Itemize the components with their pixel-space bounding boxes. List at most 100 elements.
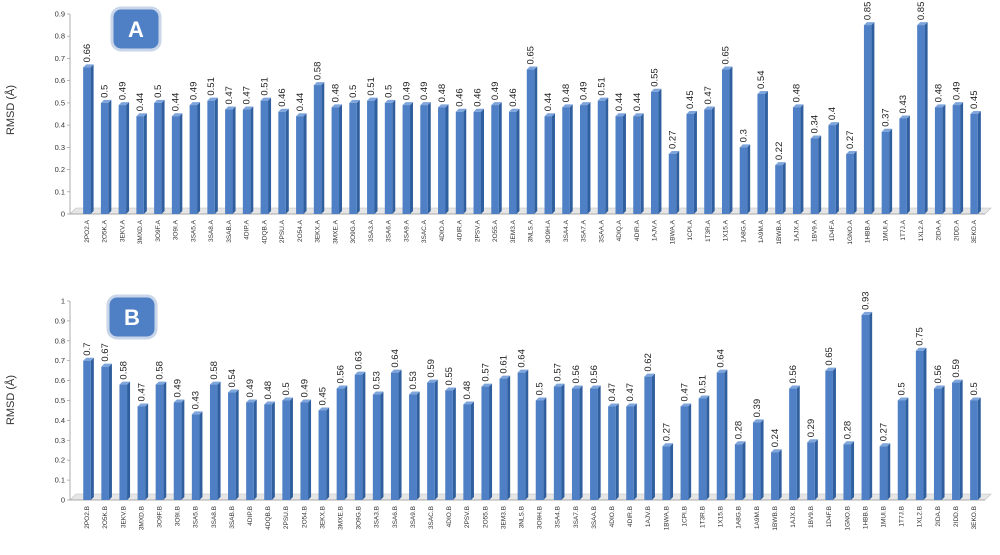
bar-side	[145, 403, 149, 500]
data-label: 0.4	[827, 107, 838, 120]
bar-top	[933, 385, 945, 389]
x-tick-label: 2PSU.B	[283, 506, 290, 529]
bar-top	[680, 403, 692, 407]
x-tick-label: 1A8G.A	[740, 219, 747, 242]
bar-side	[729, 66, 733, 214]
bar-side	[356, 99, 360, 214]
data-label: 0.49	[245, 379, 256, 398]
bar-top	[189, 102, 201, 106]
bar	[775, 165, 783, 214]
bar-side	[835, 122, 839, 214]
bar-top	[336, 385, 348, 389]
data-label: 0.62	[643, 353, 654, 372]
data-label: 0.46	[277, 88, 288, 107]
panel-badge: A	[110, 6, 162, 52]
x-tick-label: 3SAA.B	[591, 506, 598, 529]
x-tick-label: 4DIP.B	[247, 506, 254, 526]
y-tick-label: 0.4	[55, 416, 65, 425]
bar-side	[605, 97, 609, 214]
data-label: 0.48	[330, 84, 341, 103]
bar-top	[137, 403, 149, 407]
data-label: 0.49	[117, 82, 128, 101]
x-tick-label: 1T7J.B	[899, 506, 906, 527]
bar-top	[509, 108, 520, 112]
y-tick-label: 0.1	[55, 476, 65, 485]
x-tick-label: 3SAB.A	[226, 219, 233, 242]
bar	[716, 372, 725, 500]
bar-side	[253, 399, 257, 500]
bar-side	[289, 397, 293, 500]
bar-side	[339, 104, 343, 214]
bar-side	[250, 106, 254, 214]
bar	[136, 116, 144, 214]
bar-top	[917, 22, 928, 26]
x-tick-label: 3EM3.B	[500, 506, 507, 529]
bar-top	[580, 102, 591, 106]
y-axis-label: RMSD (Å)	[4, 375, 17, 425]
bar-top	[952, 102, 964, 106]
bar	[119, 384, 128, 500]
bar-top	[716, 369, 728, 373]
x-tick-label: 3SA7.B	[573, 506, 580, 528]
bar-side	[321, 82, 325, 214]
x-tick-label: 3O9H.B	[537, 506, 544, 529]
bar-top	[562, 104, 573, 108]
data-label: 0.53	[408, 371, 419, 390]
data-label: 0.47	[625, 383, 636, 402]
bar-side	[778, 449, 782, 500]
data-label: 0.55	[444, 367, 455, 386]
bar	[509, 111, 517, 214]
bar-side	[579, 385, 583, 500]
bar-side	[161, 99, 165, 214]
bar	[336, 388, 345, 500]
data-label: 0.63	[354, 351, 365, 370]
x-tick-label: 2PSV.A	[474, 219, 481, 242]
bar-top	[626, 403, 637, 407]
x-tick-label: 1BV9.A	[811, 219, 818, 242]
data-label: 0.48	[462, 381, 473, 400]
bar	[615, 116, 623, 214]
data-label: 0.44	[632, 93, 643, 112]
bar-top	[278, 108, 289, 112]
data-label: 0.49	[401, 82, 412, 101]
x-tick-label: 2PSV.B	[464, 506, 471, 528]
bar-top	[331, 104, 343, 108]
bar-side	[615, 403, 619, 500]
bar-top	[154, 99, 165, 103]
x-tick-label: 3EKV.B	[120, 506, 127, 528]
bar-side	[747, 144, 751, 214]
bar-side	[760, 419, 764, 500]
bar-top	[313, 82, 325, 86]
x-tick-label: 2PSU.A	[279, 219, 286, 243]
bar-top	[615, 113, 626, 117]
bar-side	[640, 113, 644, 214]
bar-top	[721, 66, 733, 70]
x-tick-label: 1GNO.B	[844, 506, 851, 531]
y-tick-label: 0	[61, 210, 65, 219]
y-tick-label: 0.9	[55, 316, 65, 325]
x-tick-label: 3SA8.B	[211, 506, 218, 528]
bar-top	[934, 104, 946, 108]
bar	[83, 360, 91, 500]
bar-side	[398, 369, 402, 500]
bar-top	[83, 64, 94, 68]
x-tick-label: 1A9M.B	[754, 506, 761, 529]
bar-side	[905, 397, 909, 500]
x-tick-label: 2PO2.A	[84, 219, 91, 242]
bar	[228, 392, 236, 500]
x-tick-label: 2IDD.A	[953, 219, 960, 241]
bar	[209, 384, 218, 500]
bar-side	[452, 387, 456, 500]
x-tick-label: 3SA6.A	[386, 219, 393, 242]
bar-top	[101, 363, 112, 367]
bar-side	[597, 385, 601, 500]
bar-side	[271, 401, 275, 500]
x-tick-label: 1D4F.B	[826, 506, 833, 527]
bar-side	[127, 381, 131, 500]
x-tick-label: 3EKO.A	[971, 219, 978, 243]
bar-top	[264, 401, 275, 405]
bar	[571, 388, 580, 500]
bar-top	[491, 102, 502, 106]
data-label: 0.75	[915, 327, 926, 346]
bar-top	[775, 162, 786, 166]
